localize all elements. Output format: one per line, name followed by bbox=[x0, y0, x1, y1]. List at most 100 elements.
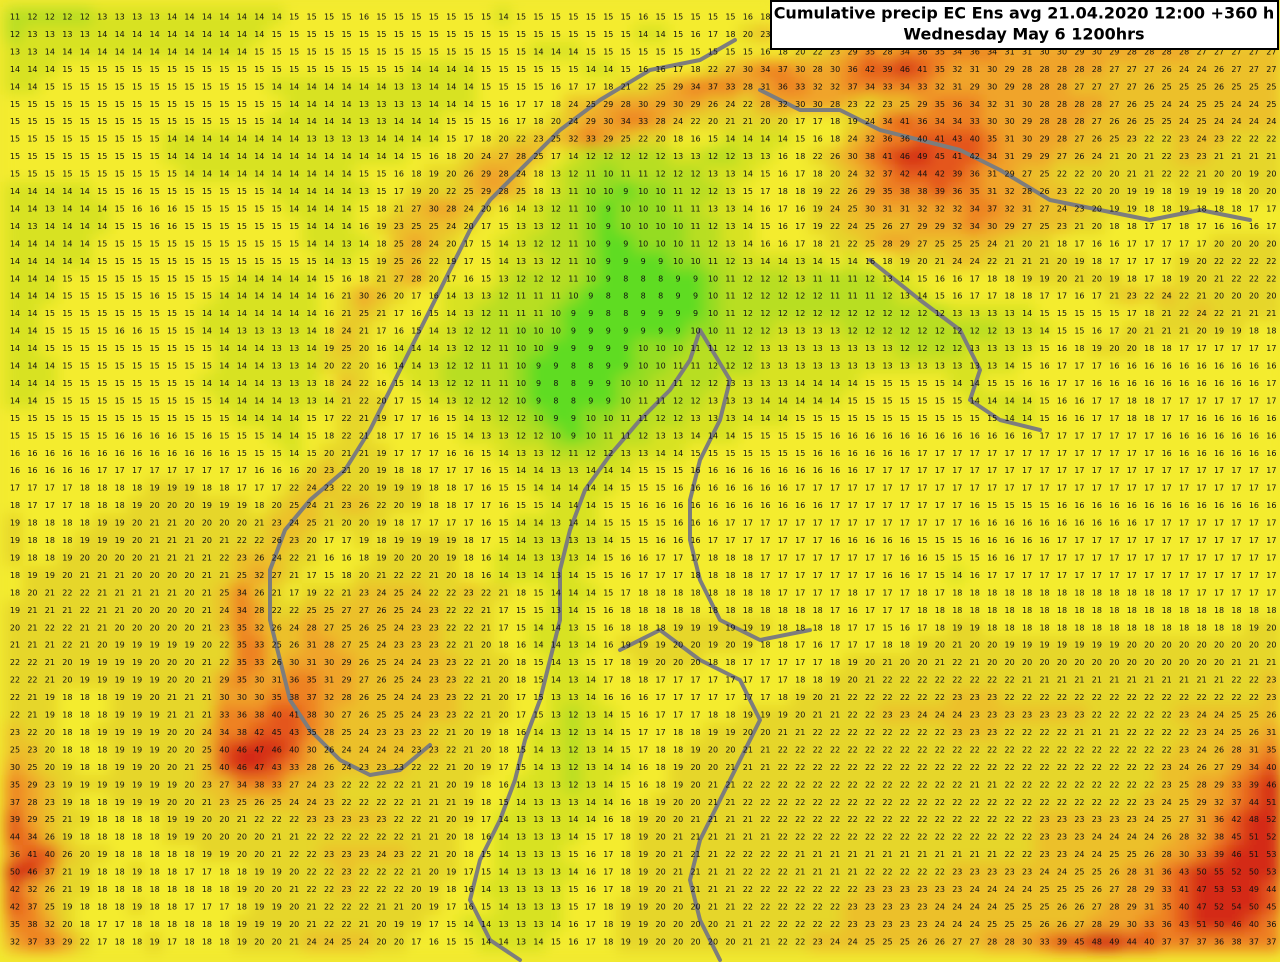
precip-value: 37 bbox=[882, 170, 892, 179]
precip-value: 14 bbox=[307, 170, 317, 179]
precip-value: 15 bbox=[62, 135, 72, 144]
precip-value: 18 bbox=[1127, 222, 1137, 231]
precip-cell bbox=[336, 24, 357, 45]
precip-value: 15 bbox=[184, 239, 194, 248]
precip-cell bbox=[179, 42, 200, 62]
precip-value: 10 bbox=[603, 187, 613, 196]
precip-value: 10 bbox=[586, 257, 596, 266]
precip-value: 31 bbox=[760, 82, 770, 91]
precip-value: 16 bbox=[638, 65, 648, 74]
precip-cell bbox=[389, 42, 409, 62]
precip-value: 14 bbox=[10, 257, 20, 266]
precip-value: 11 bbox=[568, 222, 578, 231]
precip-value: 15 bbox=[359, 47, 369, 56]
precip-value: 24 bbox=[464, 204, 474, 213]
precip-value: 14 bbox=[254, 13, 264, 22]
precip-value: 14 bbox=[10, 239, 20, 248]
precip-value: 18 bbox=[1057, 239, 1067, 248]
precip-value: 41 bbox=[952, 152, 962, 161]
precip-value: 26 bbox=[882, 222, 892, 231]
precip-value: 14 bbox=[10, 204, 20, 213]
precip-value: 24 bbox=[1231, 100, 1241, 109]
precip-value: 14 bbox=[202, 170, 212, 179]
precip-value: 16 bbox=[394, 170, 404, 179]
precip-value: 14 bbox=[10, 274, 20, 283]
precip-value: 15 bbox=[621, 47, 631, 56]
precip-value: 15 bbox=[307, 30, 317, 39]
precip-value: 24 bbox=[725, 100, 735, 109]
precip-value: 15 bbox=[446, 117, 456, 126]
precip-value: 20 bbox=[1266, 239, 1276, 248]
precip-value: 12 bbox=[62, 13, 72, 22]
precip-value: 17 bbox=[1109, 257, 1119, 266]
precip-value: 27 bbox=[1109, 100, 1119, 109]
precip-cell bbox=[284, 77, 304, 97]
precip-value: 30 bbox=[830, 65, 840, 74]
precip-value: 15 bbox=[237, 82, 247, 91]
precip-cell bbox=[668, 24, 688, 45]
precip-value: 15 bbox=[743, 187, 753, 196]
precip-cell bbox=[144, 7, 165, 27]
precip-cell bbox=[790, 59, 810, 80]
precip-cell bbox=[109, 42, 130, 62]
precip-value: 26 bbox=[708, 100, 718, 109]
precip-cell bbox=[162, 7, 182, 27]
precip-cell bbox=[127, 59, 147, 80]
precip-value: 15 bbox=[830, 257, 840, 266]
precip-value: 24 bbox=[1057, 204, 1067, 213]
precip-value: 40 bbox=[917, 135, 927, 144]
precip-cell bbox=[214, 59, 235, 80]
precip-value: 28 bbox=[813, 65, 823, 74]
precip-value: 20 bbox=[830, 170, 840, 179]
precip-value: 22 bbox=[1249, 257, 1259, 266]
precip-cell bbox=[179, 7, 200, 27]
precip-value: 14 bbox=[237, 30, 247, 39]
precip-cell bbox=[162, 24, 182, 45]
precip-cell bbox=[1156, 59, 1177, 80]
precip-cell bbox=[75, 7, 95, 27]
precip-value: 21 bbox=[743, 117, 753, 126]
precip-value: 15 bbox=[237, 239, 247, 248]
precip-value: 27 bbox=[499, 152, 509, 161]
precip-value: 27 bbox=[1249, 65, 1259, 74]
precip-value: 15 bbox=[115, 65, 125, 74]
precip-value: 16 bbox=[638, 13, 648, 22]
precip-value: 38 bbox=[917, 187, 927, 196]
precip-value: 49 bbox=[917, 152, 927, 161]
precip-value: 29 bbox=[917, 222, 927, 231]
precip-value: 15 bbox=[62, 100, 72, 109]
precip-cell bbox=[807, 77, 828, 97]
precip-value: 15 bbox=[254, 82, 264, 91]
precip-value: 19 bbox=[1039, 274, 1049, 283]
precip-value: 34 bbox=[970, 204, 980, 213]
precip-value: 15 bbox=[499, 82, 509, 91]
precip-value: 25 bbox=[1039, 222, 1049, 231]
precip-value: 20 bbox=[429, 274, 439, 283]
precip-cell bbox=[92, 7, 112, 27]
precip-value: 17 bbox=[1249, 204, 1259, 213]
precip-value: 13 bbox=[743, 152, 753, 161]
precip-cell bbox=[807, 59, 828, 80]
precip-value: 18 bbox=[725, 30, 735, 39]
precip-value: 18 bbox=[359, 274, 369, 283]
precip-value: 15 bbox=[307, 65, 317, 74]
precip-cell bbox=[179, 24, 200, 45]
precip-value: 14 bbox=[97, 30, 107, 39]
precip-value: 14 bbox=[289, 82, 299, 91]
precip-value: 14 bbox=[376, 135, 386, 144]
precip-cell bbox=[999, 77, 1020, 97]
precip-value: 24 bbox=[1162, 100, 1172, 109]
precip-cell bbox=[336, 42, 357, 62]
precip-value: 46 bbox=[900, 152, 910, 161]
precip-value: 15 bbox=[586, 13, 596, 22]
precip-value: 16 bbox=[690, 135, 700, 144]
precip-value: 19 bbox=[376, 222, 386, 231]
precip-value: 13 bbox=[533, 257, 543, 266]
precip-value: 15 bbox=[219, 65, 229, 74]
precip-value: 20 bbox=[1127, 152, 1137, 161]
precip-value: 14 bbox=[429, 82, 439, 91]
precip-value: 15 bbox=[27, 170, 37, 179]
precip-cell bbox=[668, 42, 688, 62]
precip-value: 14 bbox=[27, 65, 37, 74]
precip-cell bbox=[232, 42, 252, 62]
